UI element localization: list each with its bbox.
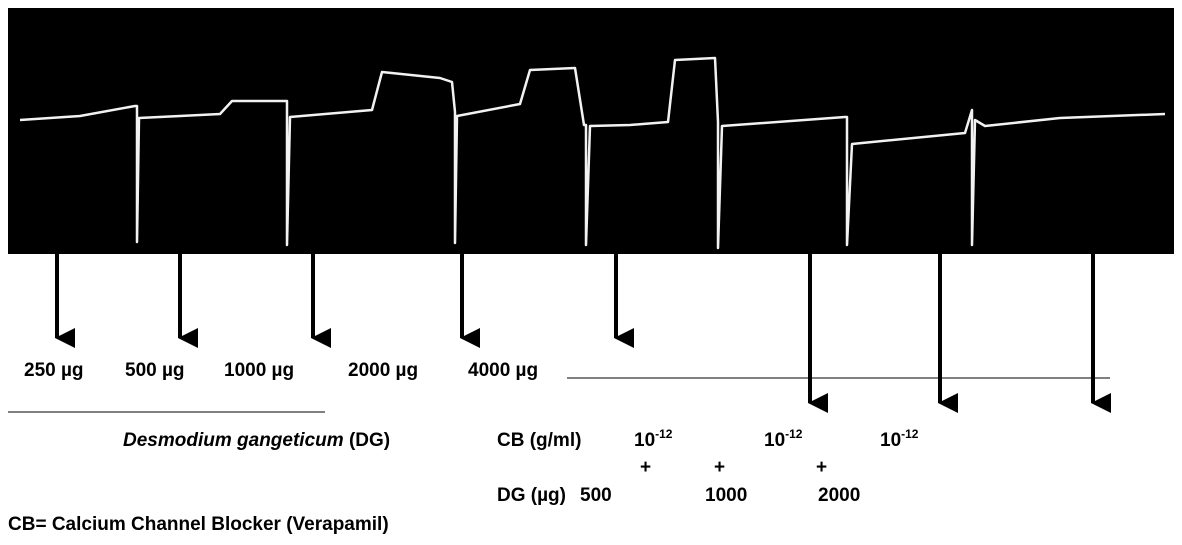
plus: + xyxy=(816,457,827,478)
dg-dose: 1000 xyxy=(705,485,747,506)
dose-label: 4000 µg xyxy=(468,360,538,381)
dg-dose: 2000 xyxy=(818,485,860,506)
cb-base: 10 xyxy=(880,430,901,451)
figure: 250 µg 500 µg 1000 µg 2000 µg 4000 µg De… xyxy=(0,0,1182,545)
cb-exp: -12 xyxy=(655,427,673,441)
plus: + xyxy=(640,457,651,478)
dose-label: 2000 µg xyxy=(348,360,418,381)
cb-dose: 10-12 xyxy=(880,427,919,451)
arrows xyxy=(57,254,1093,403)
extract-name: Desmodium gangeticum xyxy=(123,430,344,451)
cb-base: 10 xyxy=(634,430,655,451)
extract-label: Desmodium gangeticum (DG) xyxy=(123,430,390,451)
extract-abbr: (DG) xyxy=(349,430,390,451)
cb-dose: 10-12 xyxy=(634,427,673,451)
cb-base: 10 xyxy=(764,430,785,451)
cb-dose: 10-12 xyxy=(764,427,803,451)
dg-label: DG (µg) xyxy=(497,485,566,506)
dose-label: 250 µg xyxy=(24,360,84,381)
cb-label: CB (g/ml) xyxy=(497,430,581,451)
footnote: CB= Calcium Channel Blocker (Verapamil) xyxy=(8,514,389,535)
dose-label: 1000 µg xyxy=(224,360,294,381)
plus: + xyxy=(714,457,725,478)
dg-dose: 500 xyxy=(580,485,612,506)
cb-exp: -12 xyxy=(901,427,919,441)
cb-exp: -12 xyxy=(785,427,803,441)
dose-label: 500 µg xyxy=(125,360,185,381)
